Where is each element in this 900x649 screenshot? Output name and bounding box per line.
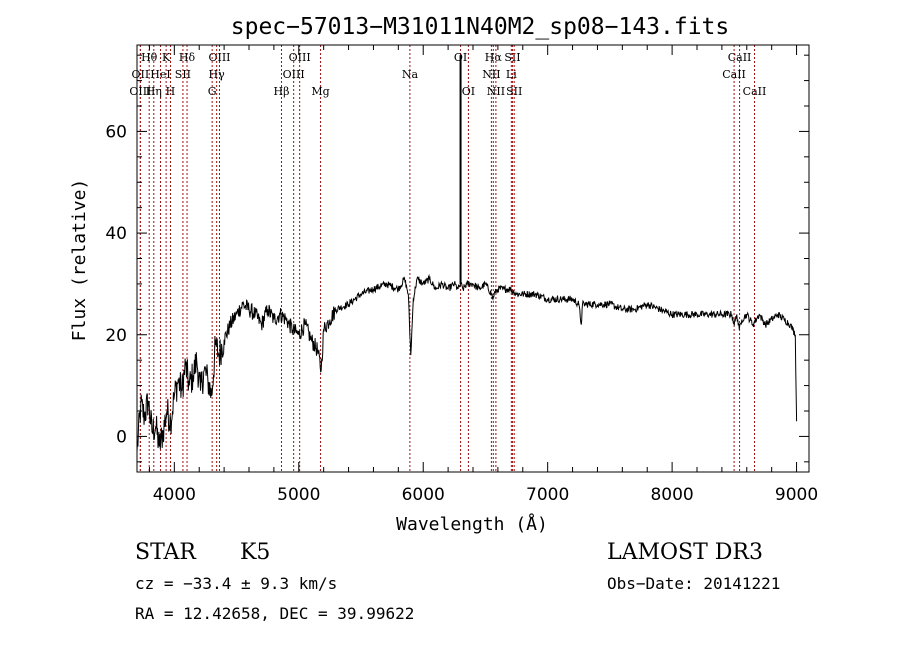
x-tick-label-5: 9000 [775,485,818,505]
object-class: STAR [135,540,196,565]
survey-name: LAMOST DR3 [607,540,763,565]
y-tick-label-3: 60 [105,122,127,142]
y-axis-label: Flux (relative) [69,179,90,342]
series-spectrum [136,273,798,452]
axis-ticks: 4000 5000 6000 7000 8000 9000 0 20 40 60 [105,45,818,505]
y-tick-label-2: 40 [105,224,127,244]
x-tick-label-4: 8000 [650,485,693,505]
object-subclass: K5 [240,540,271,565]
line-label-15: Mg [311,85,329,98]
line-label-19: Hα [485,51,503,64]
line-label-13: OIII [289,51,311,64]
redshift-cz: cz = −33.4 ± 9.3 km/s [135,574,338,593]
line-label-6: H [166,85,176,98]
line-label-0: Hθ [141,51,158,64]
line-label-14: OIII [283,68,305,81]
series-layer [136,55,798,452]
chart-title: spec−57013−M31011N40M2_sp08−143.fits [231,14,730,40]
line-label-21: NII [487,85,505,98]
line-label-25: CaII [728,51,752,64]
line-label-5: K [162,51,171,64]
y-tick-label-1: 20 [105,326,127,346]
x-tick-label-0: 4000 [153,485,196,505]
line-label-26: CaII [722,68,746,81]
line-label-11: G [208,85,217,98]
line-label-12: Hβ [274,85,290,98]
line-label-8: Hδ [179,51,196,64]
line-label-27: CaII [743,85,767,98]
line-label-22: SII [504,51,520,64]
line-label-7: SII [175,68,191,81]
line-label-4: Hη [146,85,162,98]
line-label-10: Hγ [209,68,226,81]
x-tick-label-2: 6000 [402,485,445,505]
line-label-24: SII [506,85,522,98]
line-label-18: OI [462,85,475,98]
line-label-20: NII [482,68,500,81]
line-label-2: OIII [129,85,151,98]
y-tick-label-0: 0 [116,427,127,447]
ra-dec: RA = 12.42658, DEC = 39.99622 [135,604,415,623]
line-label-23: Li [506,68,517,81]
observation-date: Obs−Date: 20141221 [607,574,781,593]
x-axis-label: Wavelength (Å) [396,513,548,535]
plot-frame [136,44,810,473]
x-tick-label-3: 7000 [526,485,569,505]
line-label-9: OIII [208,51,230,64]
x-tick-label-1: 5000 [277,485,320,505]
line-label-16: Na [402,68,419,81]
